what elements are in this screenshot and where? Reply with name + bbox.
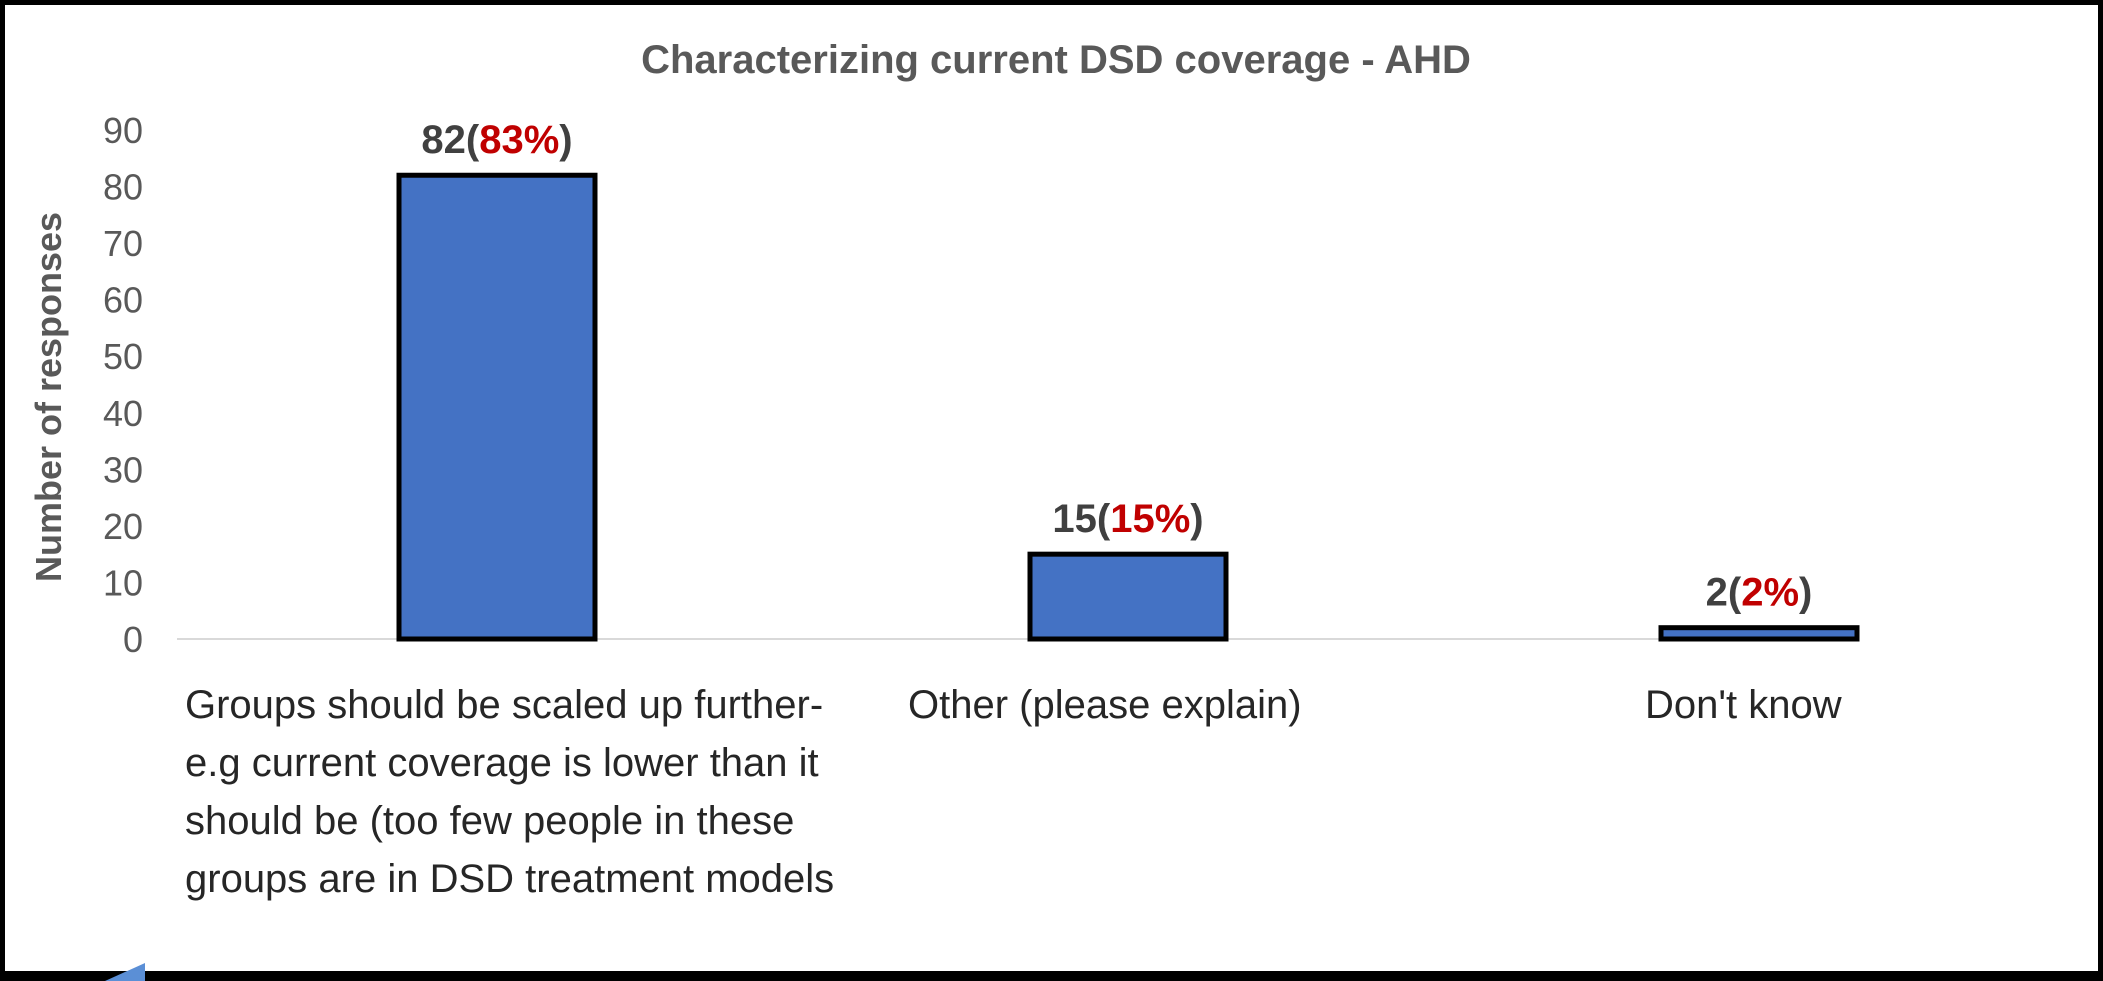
- data-label-paren-open: (: [1097, 497, 1111, 541]
- corner-decoration: [105, 963, 145, 981]
- y-tick-label: 0: [123, 619, 143, 660]
- y-tick-label: 90: [103, 110, 143, 151]
- y-axis-label: Number of responses: [28, 212, 69, 582]
- data-label: 2(2%): [1706, 571, 1813, 615]
- x-tick-label: Other (please explain): [908, 683, 1302, 727]
- data-label-count: 15: [1052, 497, 1097, 541]
- y-tick-label: 10: [103, 562, 143, 603]
- y-tick-label: 60: [103, 280, 143, 321]
- y-tick-label: 80: [103, 167, 143, 208]
- bar-chart: Characterizing current DSD coverage - AH…: [28, 38, 1860, 660]
- y-tick-label: 20: [103, 506, 143, 547]
- data-label-paren-open: (: [1728, 571, 1742, 615]
- data-label-paren-close: ): [559, 118, 572, 162]
- data-label: 82(83%): [421, 118, 572, 162]
- y-tick-label: 50: [103, 336, 143, 377]
- y-tick-label: 70: [103, 223, 143, 264]
- data-label-paren-open: (: [466, 118, 480, 162]
- x-tick-label: Groups should be scaled up further-e.g c…: [185, 683, 835, 901]
- bars: [396, 172, 1860, 642]
- x-tick-label: Don't know: [1645, 683, 1842, 727]
- bar: [1658, 625, 1860, 642]
- data-label-paren-close: ): [1799, 571, 1812, 615]
- bar: [1027, 551, 1229, 642]
- y-tick-label: 30: [103, 449, 143, 490]
- data-label-count: 82: [421, 118, 466, 162]
- data-label-percent: 83%: [479, 118, 559, 162]
- y-tick-label: 40: [103, 393, 143, 434]
- data-label: 15(15%): [1052, 497, 1203, 541]
- data-label-percent: 2%: [1741, 571, 1799, 615]
- y-axis-ticks: 0 10 20 30 40 50 60 70 80 90: [103, 110, 143, 660]
- data-label-paren-close: ): [1190, 497, 1203, 541]
- chart-title: Characterizing current DSD coverage - AH…: [641, 38, 1471, 82]
- bar: [396, 172, 598, 642]
- data-label-count: 2: [1706, 571, 1728, 615]
- data-labels: 82(83%)15(15%)2(2%): [421, 118, 1812, 614]
- data-label-percent: 15%: [1110, 497, 1190, 541]
